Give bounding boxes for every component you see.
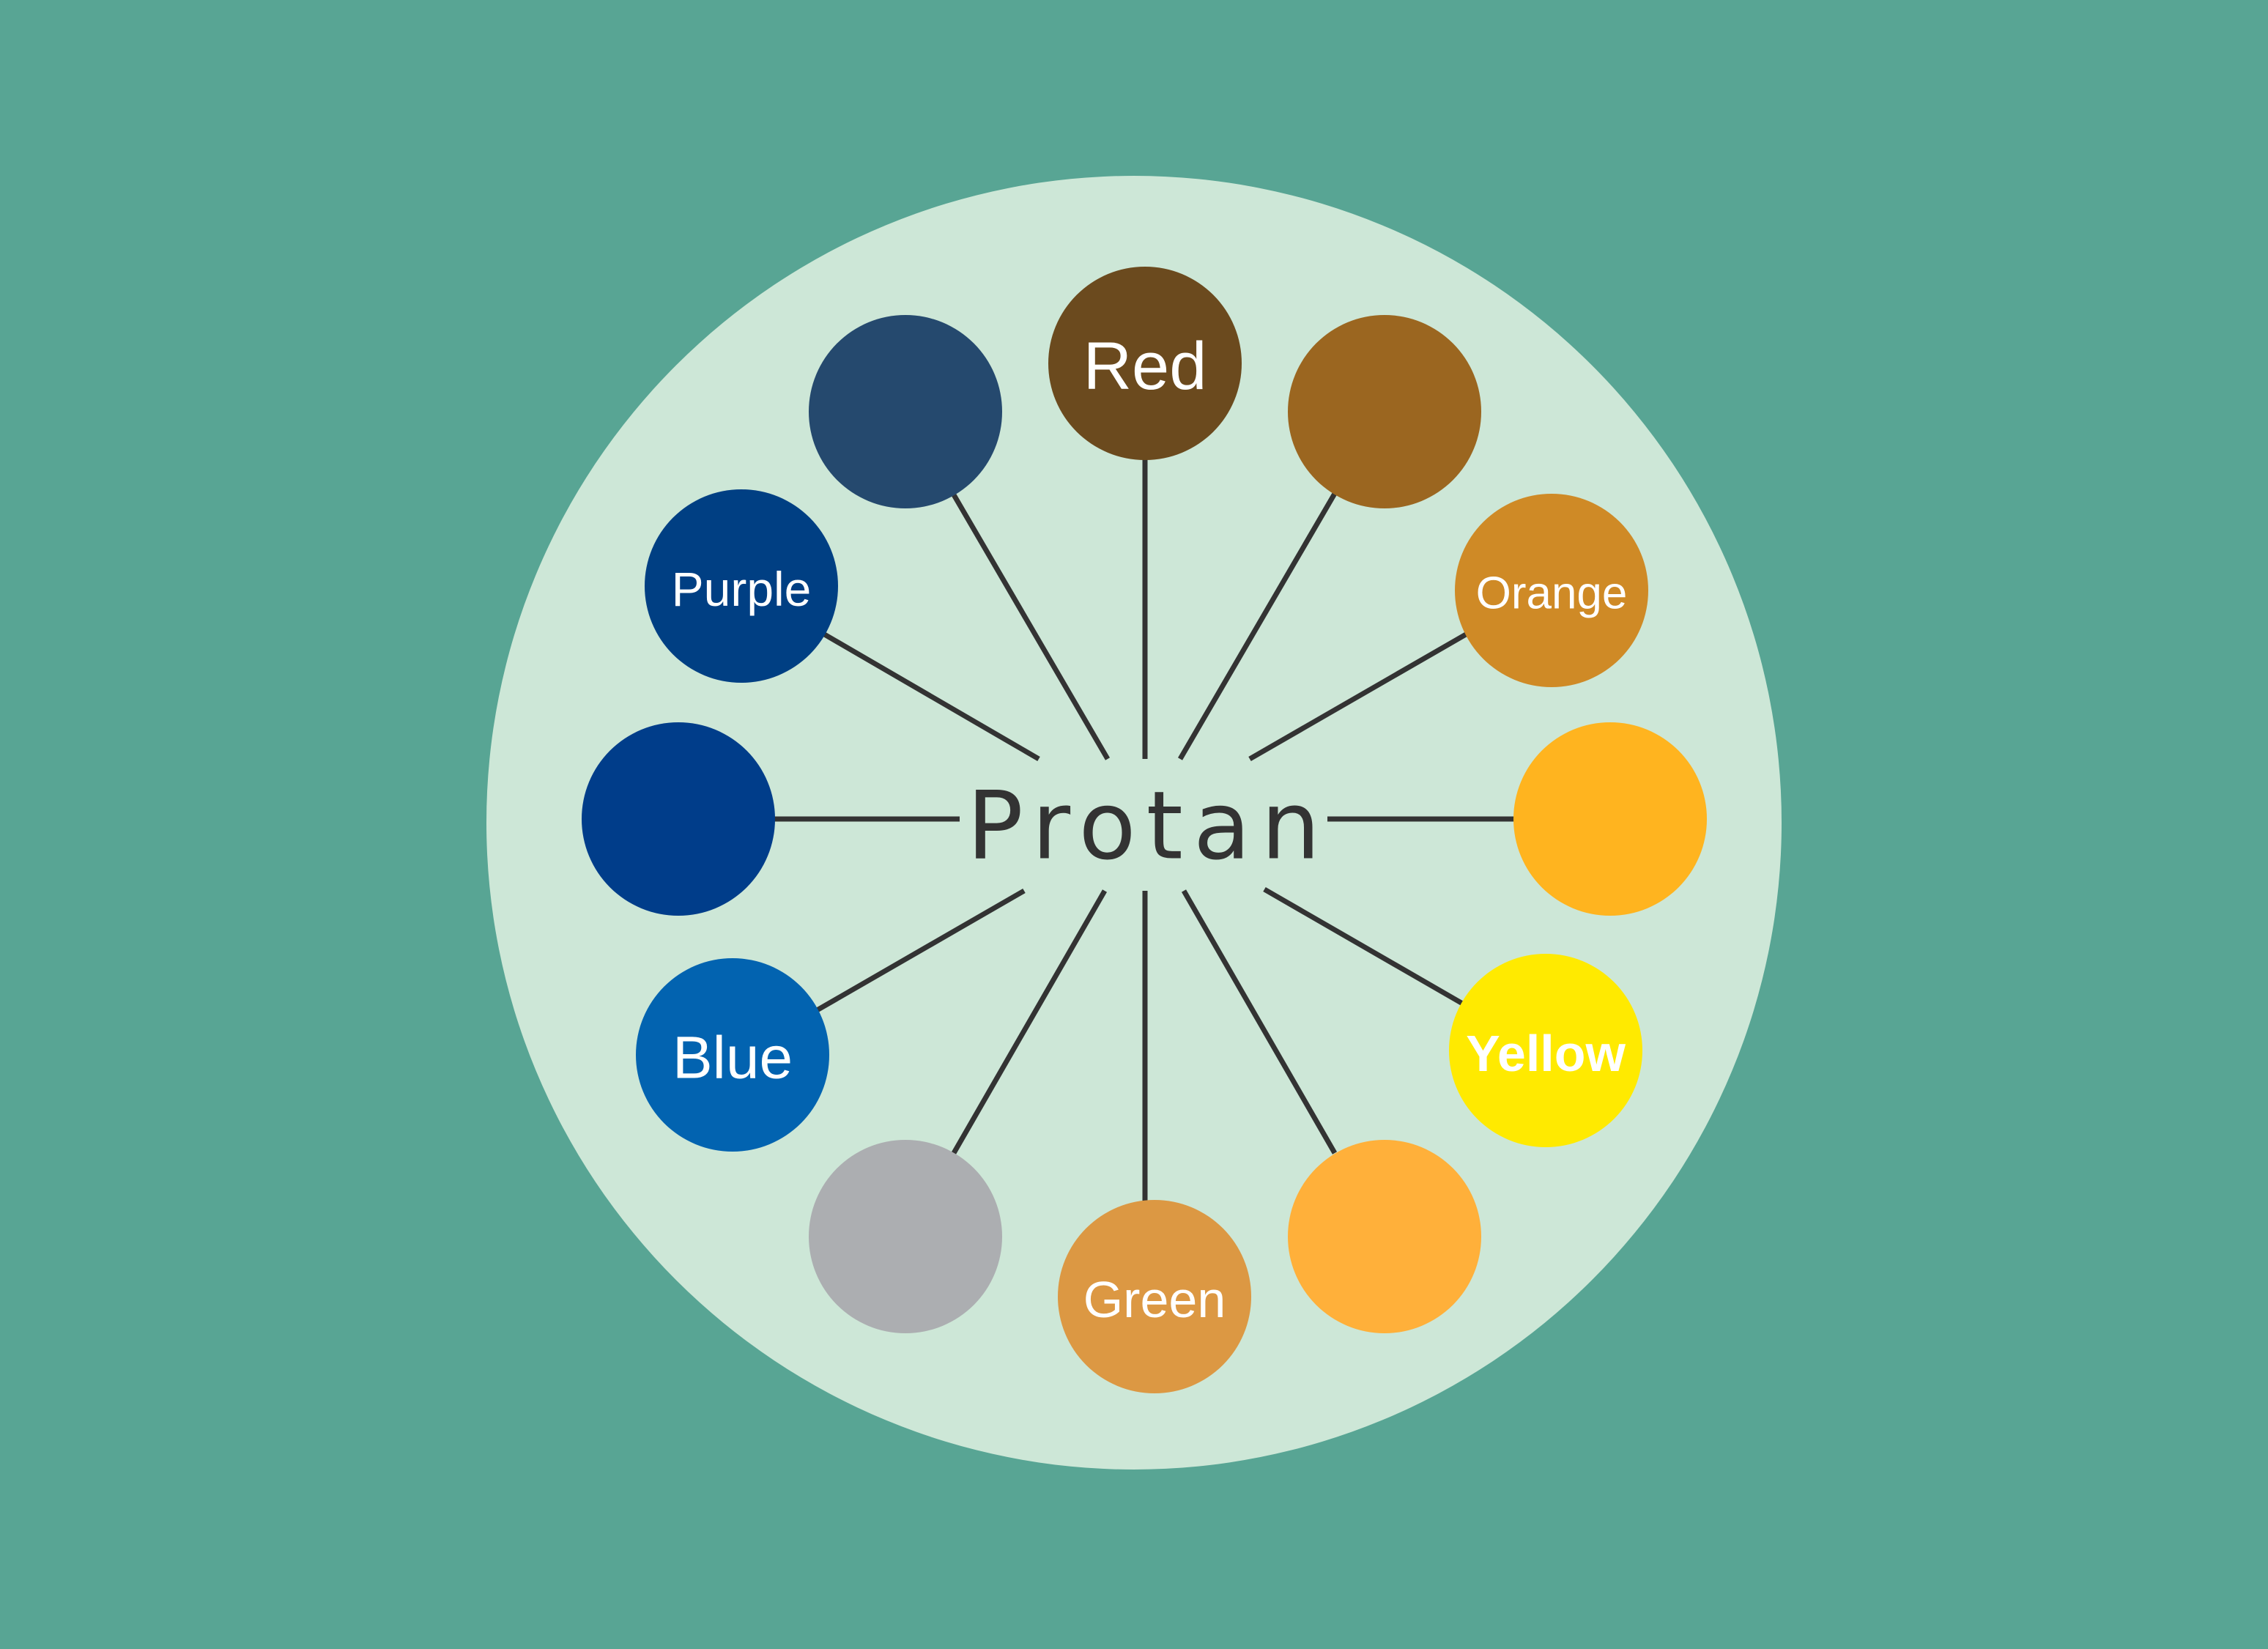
spoke-blue-green	[951, 889, 1108, 1155]
color-node-blue-violet	[582, 722, 775, 916]
spokes	[769, 454, 1518, 1201]
color-swatch-yellow-green	[1288, 1140, 1481, 1333]
color-node-red: Red	[1048, 267, 1242, 460]
spoke-blue	[812, 888, 1026, 1015]
color-node-red-purple	[809, 315, 1002, 508]
color-swatch-yellow	[1449, 954, 1642, 1147]
color-label-red: Red	[1083, 329, 1207, 404]
color-swatch-blue	[636, 958, 829, 1152]
color-node-blue: Blue	[636, 958, 829, 1152]
color-node-yellow-orange	[1513, 722, 1707, 916]
color-swatch-blue-green	[809, 1140, 1002, 1333]
color-swatch-yellow-orange	[1513, 722, 1707, 916]
color-swatch-orange	[1455, 494, 1648, 687]
color-label-yellow: Yellow	[1466, 1025, 1626, 1082]
color-label-orange: Orange	[1476, 568, 1628, 619]
color-label-green: Green	[1083, 1271, 1226, 1328]
color-node-blue-green	[809, 1140, 1002, 1333]
color-swatch-purple	[645, 489, 838, 683]
color-nodes: Red Orange Yellow Green Blue Purple	[582, 267, 1707, 1393]
color-label-blue: Blue	[672, 1025, 793, 1092]
color-node-yellow: Yellow	[1449, 954, 1642, 1147]
spoke-red-orange	[1177, 491, 1338, 760]
color-node-red-orange	[1288, 315, 1481, 508]
spoke-yellow-green	[1181, 889, 1338, 1155]
spoke-orange	[1248, 629, 1472, 762]
spoke-yellow	[1263, 886, 1467, 1008]
color-node-yellow-green	[1288, 1140, 1481, 1333]
color-swatch-red-purple	[809, 315, 1002, 508]
color-node-purple: Purple	[645, 489, 838, 683]
color-swatch-blue-violet	[582, 722, 775, 916]
spoke-purple	[820, 630, 1040, 762]
color-label-purple: Purple	[672, 562, 812, 616]
color-swatch-red	[1048, 267, 1242, 460]
color-swatch-green	[1058, 1200, 1251, 1393]
center-title: Protan	[967, 772, 1331, 881]
color-node-green: Green	[1058, 1200, 1251, 1393]
wheel-background	[486, 176, 1782, 1470]
color-swatch-red-orange	[1288, 315, 1481, 508]
spoke-red-purple	[949, 491, 1111, 760]
color-node-orange: Orange	[1455, 494, 1648, 687]
